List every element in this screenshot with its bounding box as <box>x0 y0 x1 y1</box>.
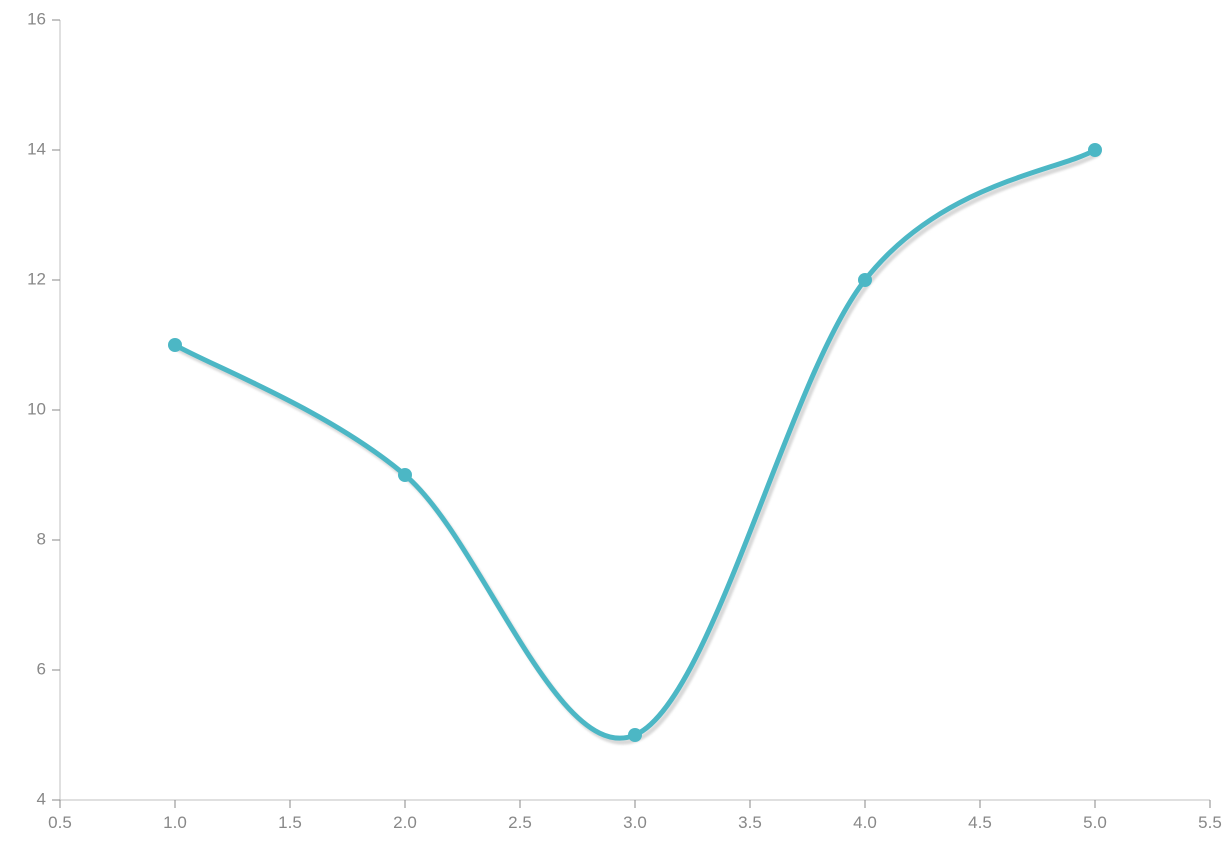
y-tick-label: 4 <box>37 789 46 808</box>
line-series <box>175 150 1095 738</box>
x-tick-label: 3.0 <box>623 813 647 832</box>
x-tick-label: 5.5 <box>1198 813 1222 832</box>
chart-svg: 4 6 8 10 12 14 16 0.5 1.0 1.5 2.0 2.5 3.0 3.5 4.0 4.5 5.… <box>0 0 1228 852</box>
data-point <box>1088 143 1102 157</box>
data-point <box>628 728 642 742</box>
y-tick-label: 14 <box>27 139 46 158</box>
data-point <box>168 338 182 352</box>
line-chart: 4 6 8 10 12 14 16 0.5 1.0 1.5 2.0 2.5 3.0 3.5 4.0 4.5 5.… <box>0 0 1228 852</box>
x-tick-label: 3.5 <box>738 813 762 832</box>
x-tick-label: 4.0 <box>853 813 877 832</box>
y-tick-label: 12 <box>27 269 46 288</box>
x-tick-label: 2.5 <box>508 813 532 832</box>
x-tick-label: 1.0 <box>163 813 187 832</box>
y-tick-label: 8 <box>37 529 46 548</box>
x-tick-label: 5.0 <box>1083 813 1107 832</box>
x-tick-label: 4.5 <box>968 813 992 832</box>
y-tick-label: 10 <box>27 399 46 418</box>
data-point <box>398 468 412 482</box>
x-tick-label: 1.5 <box>278 813 302 832</box>
x-tick-label: 2.0 <box>393 813 417 832</box>
y-tick-label: 16 <box>27 9 46 28</box>
line-shadow <box>178 154 1098 742</box>
y-tick-label: 6 <box>37 659 46 678</box>
x-tick-label: 0.5 <box>48 813 72 832</box>
data-point <box>858 273 872 287</box>
